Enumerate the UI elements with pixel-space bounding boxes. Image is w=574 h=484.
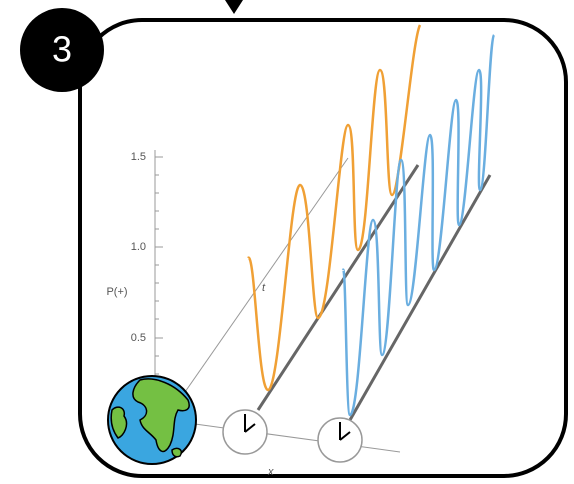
clock bbox=[223, 410, 267, 454]
earth bbox=[108, 376, 196, 464]
badge-number: 3 bbox=[52, 29, 72, 70]
clock bbox=[318, 418, 362, 462]
arrow bbox=[225, 0, 243, 14]
y-tick-label: 1.0 bbox=[131, 241, 146, 253]
x-axis-label: x bbox=[267, 466, 274, 478]
y-tick-label: 1.5 bbox=[131, 151, 146, 163]
y-axis-label: P(+) bbox=[106, 286, 127, 298]
y-tick-label: 0.5 bbox=[131, 332, 146, 344]
panel: 3 1.5 1.0 0.5 P(+) t x bbox=[0, 0, 574, 484]
